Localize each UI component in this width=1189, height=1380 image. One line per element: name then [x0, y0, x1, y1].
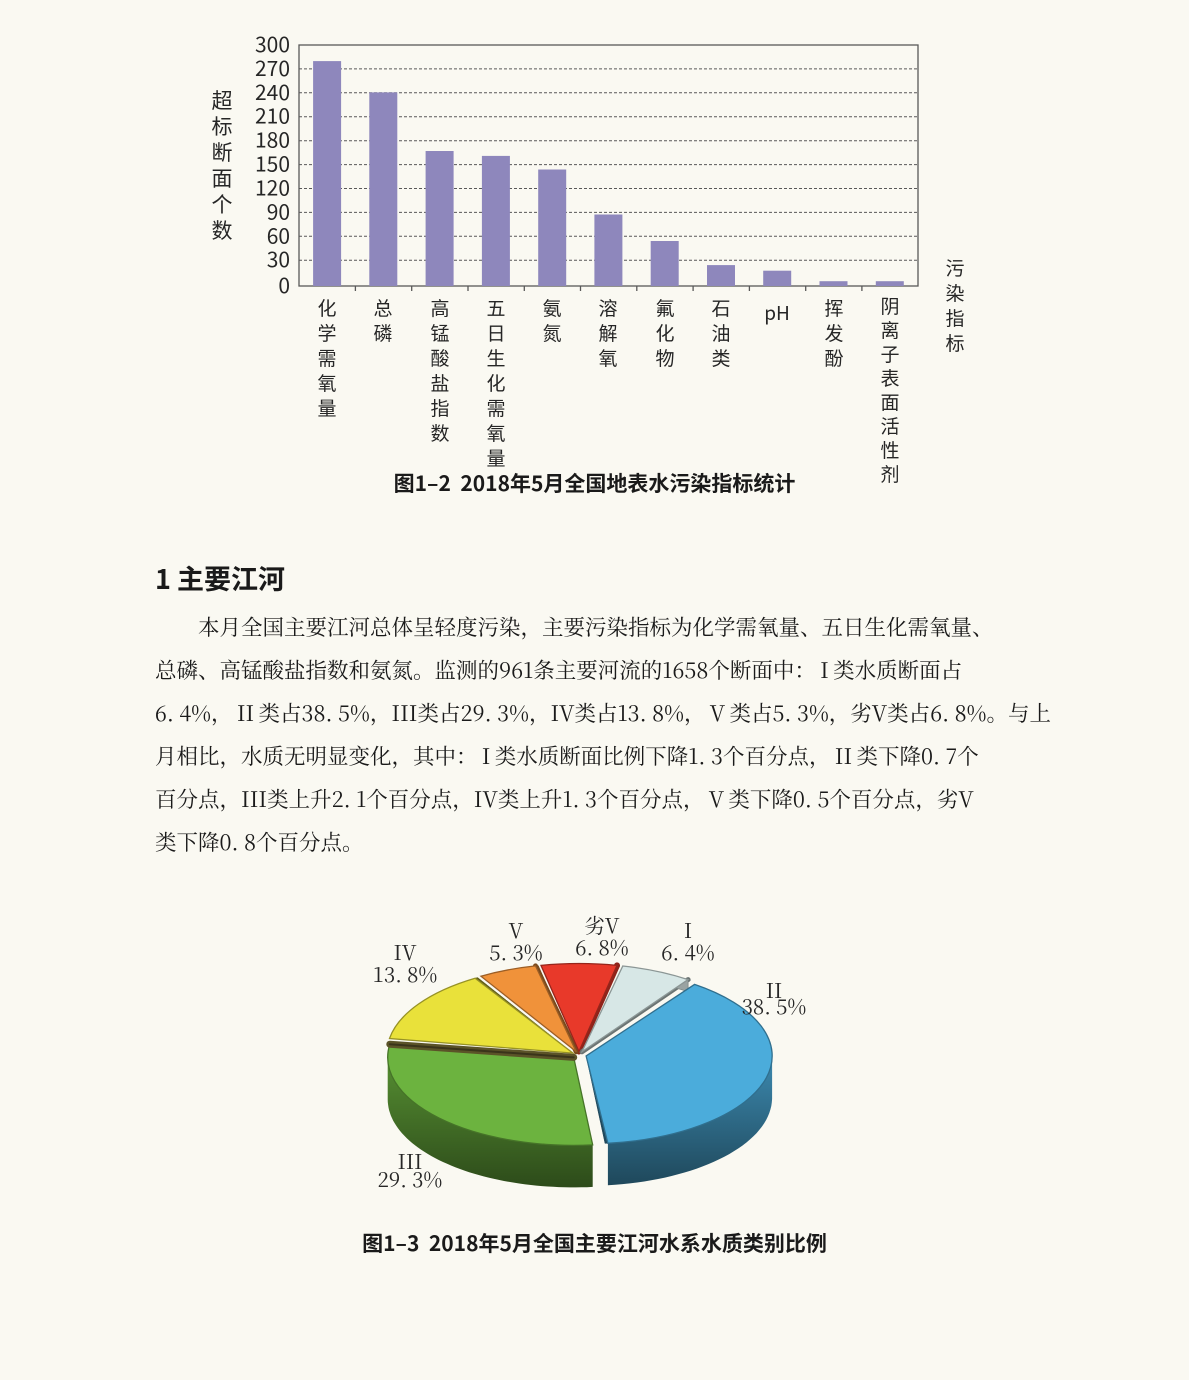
svg-text:13. 8%: 13. 8% — [373, 958, 438, 988]
svg-text:6. 4%: 6. 4% — [661, 936, 714, 966]
svg-text:5. 3%: 5. 3% — [489, 936, 542, 966]
svg-text:29. 3%: 29. 3% — [378, 1163, 443, 1193]
svg-text:38. 5%: 38. 5% — [742, 990, 807, 1020]
svg-text:6. 8%: 6. 8% — [575, 931, 628, 961]
